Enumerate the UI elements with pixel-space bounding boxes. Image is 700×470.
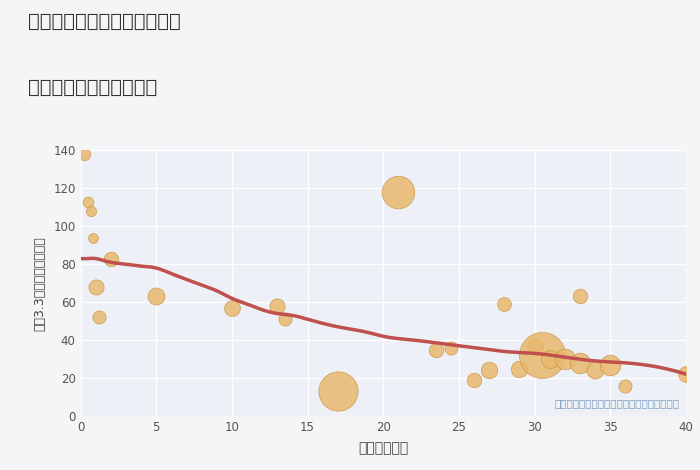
Point <box>544 355 555 363</box>
Point <box>332 388 344 395</box>
Point <box>620 382 631 389</box>
Point <box>93 313 104 321</box>
Point <box>83 198 94 205</box>
Point <box>393 188 404 196</box>
Point <box>87 234 98 242</box>
Point <box>589 367 601 374</box>
Point <box>430 346 442 353</box>
Point <box>559 355 570 363</box>
Text: 築年数別中古戸建て価格: 築年数別中古戸建て価格 <box>28 78 158 96</box>
Point <box>78 150 89 158</box>
Point <box>105 255 116 262</box>
Text: 兵庫県姫路市飾磨区城南町の: 兵庫県姫路市飾磨区城南町の <box>28 12 181 31</box>
Point <box>85 207 97 215</box>
Point <box>575 359 586 367</box>
Point <box>498 300 510 308</box>
Point <box>272 302 283 310</box>
Point <box>226 304 237 312</box>
Point <box>537 352 548 359</box>
Y-axis label: 坪（3.3㎡）単価（万円）: 坪（3.3㎡）単価（万円） <box>34 236 46 330</box>
Point <box>468 376 480 384</box>
Text: 円の大きさは、取引のあった物件面積を示す: 円の大きさは、取引のあった物件面積を示す <box>555 398 680 408</box>
Point <box>575 293 586 300</box>
Point <box>514 365 525 372</box>
Point <box>150 293 162 300</box>
Point <box>90 283 101 291</box>
X-axis label: 築年数（年）: 築年数（年） <box>358 441 408 455</box>
Point <box>279 315 290 323</box>
Point <box>529 342 540 350</box>
Point <box>605 361 616 368</box>
Point <box>446 344 457 352</box>
Point <box>484 367 495 374</box>
Point <box>680 370 692 378</box>
